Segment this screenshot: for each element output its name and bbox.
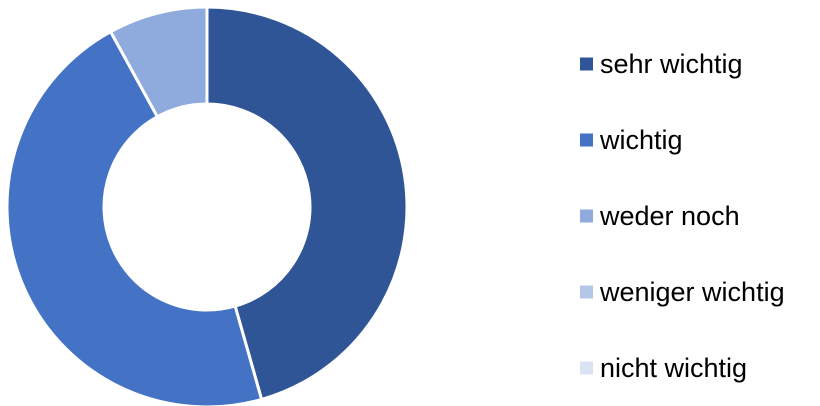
legend-swatch	[580, 57, 593, 71]
legend: sehr wichtig wichtig weder noch weniger wic…	[580, 49, 785, 383]
slice-weder-noch	[108, 5, 209, 119]
legend-item-wichtig: wichtig	[580, 125, 683, 155]
legend-item-sehr-wichtig: sehr wichtig	[580, 49, 743, 79]
slice-wichtig	[5, 29, 264, 406]
slice-sehr-wichtig	[205, 5, 409, 402]
legend-label: weniger wichtig	[599, 277, 785, 307]
legend-swatch	[580, 133, 593, 147]
legend-item-weder-noch: weder noch	[580, 201, 740, 231]
legend-label: sehr wichtig	[600, 49, 743, 79]
legend-item-weniger-wichtig: weniger wichtig	[580, 277, 785, 307]
legend-label: nicht wichtig	[600, 353, 747, 383]
legend-swatch	[580, 361, 593, 375]
legend-label: weder noch	[599, 201, 740, 231]
legend-label: wichtig	[599, 125, 683, 155]
legend-item-nicht-wichtig: nicht wichtig	[580, 353, 747, 383]
legend-swatch	[580, 209, 593, 223]
donut-slices	[5, 5, 409, 406]
legend-swatch	[580, 285, 593, 299]
